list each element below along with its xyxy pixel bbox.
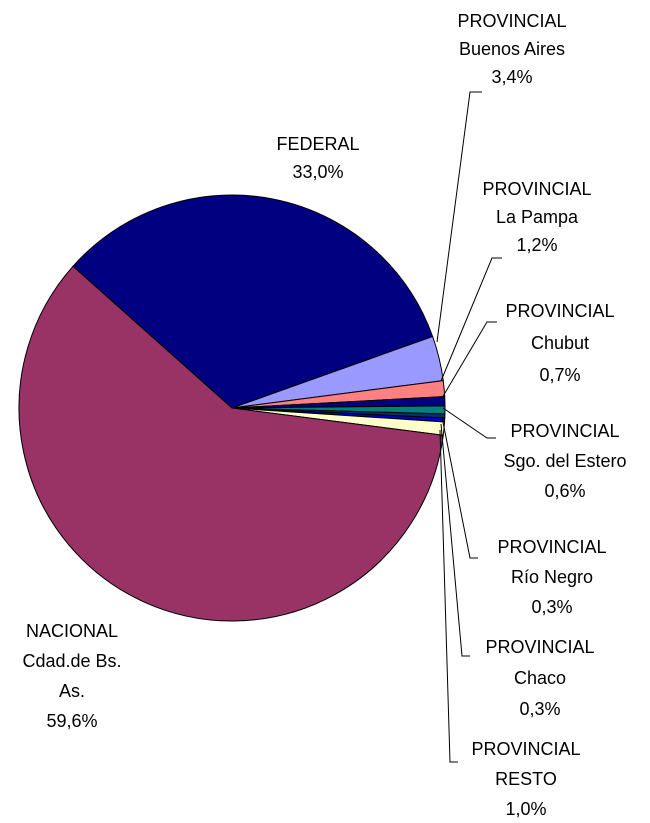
leader-line: [439, 429, 458, 763]
slice-label: PROVINCIAL: [482, 179, 591, 199]
value-label: 33,0%: [292, 162, 343, 182]
leader-line: [440, 257, 502, 382]
slice-label: Chaco: [514, 668, 566, 688]
slice-label: Río Negro: [511, 567, 593, 587]
leader-line: [441, 321, 497, 399]
slice-label: FEDERAL: [276, 134, 359, 154]
slice-label: Buenos Aires: [459, 39, 565, 59]
slice-label: PROVINCIAL: [505, 301, 614, 321]
slice-label: NACIONAL: [26, 621, 118, 641]
slice-label: PROVINCIAL: [497, 537, 606, 557]
value-label: 0,6%: [544, 481, 585, 501]
slice-label: As.: [59, 681, 85, 701]
value-label: 0,3%: [519, 699, 560, 719]
value-label: 0,7%: [539, 365, 580, 385]
slice-label: RESTO: [495, 769, 557, 789]
value-label: 0,3%: [531, 597, 572, 617]
slice-label: PROVINCIAL: [457, 11, 566, 31]
slice-label: Cdad.de Bs.: [22, 651, 121, 671]
value-label: 59,6%: [46, 711, 97, 731]
leader-line: [436, 91, 482, 343]
value-label: 1,0%: [505, 799, 546, 819]
leader-line: [441, 416, 478, 559]
slice-label: PROVINCIAL: [471, 739, 580, 759]
slice-label: Chubut: [531, 333, 589, 353]
slice-label: PROVINCIAL: [510, 421, 619, 441]
leader-line: [442, 407, 496, 439]
slice-label: Sgo. del Estero: [503, 451, 626, 471]
pie-slice: [72, 194, 434, 409]
slice-label: PROVINCIAL: [485, 637, 594, 657]
slice-label: La Pampa: [496, 207, 579, 227]
value-label: 1,2%: [516, 235, 557, 255]
value-label: 3,4%: [491, 67, 532, 87]
pie-slice: [18, 265, 444, 622]
leader-line: [440, 423, 470, 657]
